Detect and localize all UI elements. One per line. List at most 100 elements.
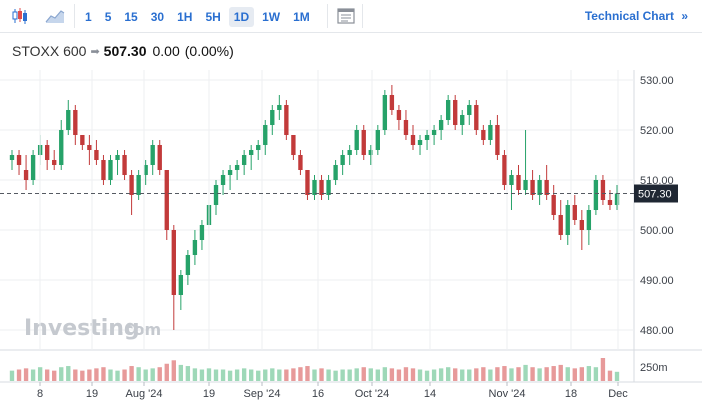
volume-bar xyxy=(607,370,613,381)
time-tick-label: Oct '24 xyxy=(355,388,390,400)
candle-body xyxy=(305,170,310,195)
time-tick-label: 19 xyxy=(86,388,98,400)
volume-bar xyxy=(277,369,282,381)
candle-body xyxy=(108,160,113,180)
volume-bar xyxy=(523,364,528,381)
volume-bar xyxy=(544,367,549,381)
volume-bar xyxy=(389,368,395,381)
candle-body xyxy=(136,175,141,195)
volume-bar xyxy=(115,370,120,381)
chart-toolbar: 1 5 15 30 1H 5H 1D 1W 1M Technical Chart » xyxy=(0,0,702,33)
volume-bar xyxy=(382,367,388,381)
timeframe-5h[interactable]: 5H xyxy=(205,10,221,24)
candle-body xyxy=(403,120,409,135)
volume-bar xyxy=(150,368,155,381)
timeframe-15[interactable]: 15 xyxy=(124,10,138,24)
double-chevron-right-icon: » xyxy=(681,9,688,23)
price-tick-label: 500.00 xyxy=(640,225,674,237)
technical-chart-link[interactable]: Technical Chart » xyxy=(585,9,688,23)
timeframe-1h[interactable]: 1H xyxy=(177,10,193,24)
volume-bar xyxy=(178,364,184,381)
volume-bar xyxy=(66,366,71,381)
volume-bar xyxy=(410,368,416,381)
candle-body xyxy=(87,145,92,150)
volume-bar xyxy=(73,369,78,381)
price-chart[interactable]: 530.00 520.00 510.00 500.00 490.00 480.00 250m… xyxy=(0,70,702,400)
candle-body xyxy=(340,155,345,165)
volume-bar xyxy=(593,367,599,381)
timeframe-1m[interactable]: 1M xyxy=(293,10,310,24)
time-tick-label: Sep '24 xyxy=(244,388,281,400)
candle-body xyxy=(227,170,233,175)
volume-bar xyxy=(445,367,451,381)
volume-bar xyxy=(94,368,99,381)
timeframe-1w[interactable]: 1W xyxy=(262,10,281,24)
price-tick-label: 490.00 xyxy=(640,275,674,287)
settings-panel-icon[interactable] xyxy=(336,6,356,26)
volume-bar xyxy=(537,368,542,381)
candle-body xyxy=(593,180,599,210)
investing-watermark: Investing xyxy=(24,316,140,341)
area-chart-icon[interactable] xyxy=(45,6,65,26)
candle-body xyxy=(410,135,416,145)
candle-body xyxy=(607,200,613,205)
candle-body xyxy=(368,150,373,155)
volume-bar xyxy=(30,369,36,381)
timeframe-30[interactable]: 30 xyxy=(150,10,165,24)
candle-body xyxy=(30,155,36,180)
candle-body xyxy=(438,120,444,130)
price-tick-label: 510.00 xyxy=(640,175,674,187)
volume-bar xyxy=(37,367,43,381)
volume-bar xyxy=(80,370,85,381)
timeframe-1d[interactable]: 1D xyxy=(228,7,255,27)
candle-body xyxy=(94,150,99,160)
candle-body xyxy=(129,175,134,195)
candle-body xyxy=(291,135,296,155)
volume-bar xyxy=(495,367,500,381)
volume-bar xyxy=(600,358,606,381)
candle-body xyxy=(354,130,359,150)
volume-bar xyxy=(122,369,127,381)
candle-body xyxy=(481,130,486,140)
volume-bar xyxy=(572,368,577,381)
candle-body xyxy=(572,205,577,220)
candlestick-icon[interactable] xyxy=(10,6,30,26)
timeframe-1[interactable]: 1 xyxy=(85,10,92,24)
volume-bar xyxy=(157,367,162,381)
candle-body xyxy=(319,180,324,195)
candle-body xyxy=(375,130,380,150)
candle-body xyxy=(460,115,465,125)
candle-body xyxy=(164,170,169,230)
volume-bar xyxy=(59,367,64,381)
candle-body xyxy=(192,240,198,255)
time-tick-label: Dec xyxy=(608,388,628,400)
candle-body xyxy=(467,105,472,115)
candle-body xyxy=(558,215,563,235)
volume-bar xyxy=(565,367,570,381)
volume-bar xyxy=(431,369,437,381)
time-tick-label: 18 xyxy=(565,388,577,400)
candle-body xyxy=(614,193,620,205)
candle-body xyxy=(600,180,606,200)
candle-body xyxy=(150,145,155,165)
volume-bar xyxy=(199,369,205,381)
candle-body xyxy=(284,105,289,135)
volume-bar xyxy=(284,369,289,381)
volume-bar xyxy=(333,370,338,381)
candle-body xyxy=(544,180,549,195)
volume-bar xyxy=(171,360,176,381)
volume-bar xyxy=(234,369,240,381)
current-price-tag xyxy=(634,184,678,203)
volume-bar xyxy=(467,369,472,381)
price-change: 0.00 xyxy=(152,43,180,59)
time-tick-label: Nov '24 xyxy=(489,388,526,400)
volume-bar xyxy=(417,369,423,381)
timeframe-5[interactable]: 5 xyxy=(104,10,112,24)
candle-body xyxy=(23,170,29,180)
volume-bar xyxy=(108,369,113,381)
volume-tick-label: 250m xyxy=(640,362,668,374)
volume-bar xyxy=(551,366,556,381)
candle-body xyxy=(277,105,282,110)
volume-bar xyxy=(586,366,592,381)
candle-body xyxy=(16,155,22,165)
